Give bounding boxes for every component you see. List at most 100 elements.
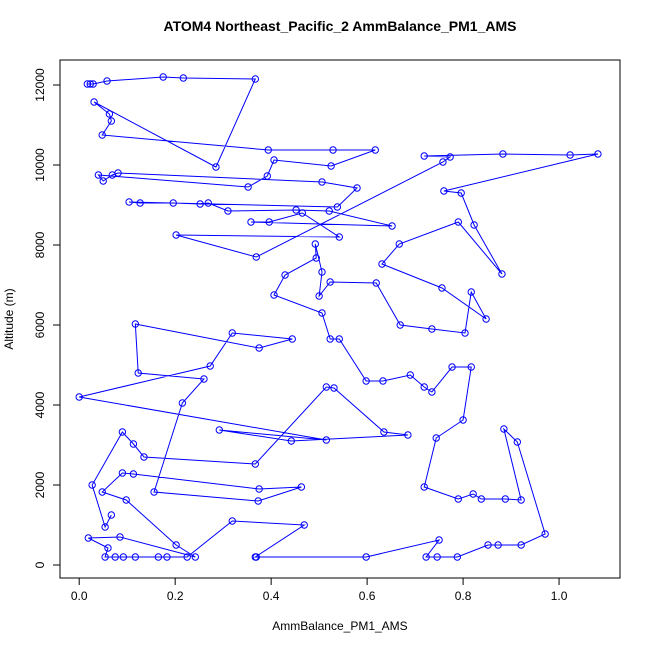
data-point [477, 495, 486, 503]
data-point [499, 150, 507, 158]
data-point [228, 329, 236, 337]
data-point [83, 80, 92, 88]
data-point [433, 553, 441, 561]
data-point [362, 377, 370, 385]
data-point [122, 496, 130, 504]
y-tick-label: 6000 [33, 311, 47, 338]
data-point [288, 335, 296, 343]
data-point [467, 288, 475, 296]
data-point [517, 541, 525, 549]
data-point [264, 146, 272, 154]
data-point [594, 150, 602, 158]
data-point [362, 553, 370, 561]
data-point [326, 335, 334, 343]
data-point [494, 541, 502, 549]
data-point [287, 437, 295, 445]
data-point [251, 75, 260, 83]
data-point [251, 460, 260, 468]
data-point [251, 553, 260, 561]
data-point [204, 199, 212, 207]
data-point [255, 485, 263, 493]
data-point [457, 189, 465, 197]
data-point [101, 553, 109, 561]
data-point [470, 221, 478, 229]
data-point [292, 206, 300, 214]
data-point [297, 483, 306, 491]
chart-title: ATOM4 Northeast_Pacific_2 AmmBalance_PM1… [164, 18, 517, 34]
data-point [541, 530, 549, 538]
data-point [103, 77, 111, 85]
data-point [454, 218, 462, 226]
x-tick-label: 0.0 [71, 589, 88, 603]
data-point [448, 363, 456, 371]
data-point [75, 393, 83, 401]
data-point [300, 521, 308, 529]
data-point [125, 198, 133, 206]
data-point [566, 151, 574, 159]
data-point [118, 428, 127, 436]
data-point [322, 436, 331, 444]
data-point [482, 315, 490, 323]
data-point [98, 131, 106, 139]
data-point [163, 553, 171, 561]
data-point [212, 163, 220, 171]
data-point [335, 335, 343, 343]
data-point [439, 158, 447, 166]
plot-box [59, 59, 621, 579]
data-point [86, 80, 94, 88]
data-point [281, 271, 289, 279]
data-point [129, 440, 138, 448]
data-point [244, 183, 252, 191]
data-point [116, 533, 124, 541]
data-point [118, 469, 127, 477]
x-tick-label: 1.0 [551, 589, 568, 603]
data-point [172, 541, 180, 549]
data-point [89, 80, 97, 88]
data-point [270, 291, 278, 299]
data-point [136, 199, 144, 207]
data-point [438, 284, 446, 292]
data-point [353, 184, 361, 192]
data-point [252, 253, 260, 261]
data-point [435, 536, 443, 544]
data-point [420, 152, 428, 160]
data-point [315, 292, 323, 300]
data-point [333, 203, 342, 211]
data-point [105, 110, 114, 118]
data-point [330, 384, 338, 392]
y-tick-label: 8000 [33, 231, 47, 258]
data-point [84, 534, 93, 542]
data-point [318, 178, 326, 186]
data-point [200, 375, 208, 383]
data-point [420, 383, 428, 391]
data-point [107, 511, 116, 519]
y-axis-label: Altitude (m) [2, 288, 16, 349]
data-point [513, 438, 522, 446]
data-point [119, 553, 128, 561]
data-point [270, 156, 278, 164]
data-point [428, 388, 436, 396]
data-point [379, 377, 387, 385]
data-point [335, 233, 343, 241]
y-tick-label: 2000 [33, 471, 47, 498]
data-point [440, 187, 448, 195]
data-point [265, 218, 273, 226]
data-point [88, 481, 96, 489]
data-point [111, 553, 119, 561]
data-point [104, 544, 112, 552]
data-point [134, 369, 142, 377]
data-point [131, 320, 140, 328]
data-point [178, 399, 187, 407]
data-point [428, 325, 436, 333]
data-point [191, 553, 200, 561]
data-point [422, 553, 430, 561]
data-point [247, 218, 255, 226]
data-point [501, 495, 510, 503]
data-point [432, 434, 440, 442]
data-point [131, 553, 140, 561]
data-point [459, 416, 467, 424]
data-point [99, 177, 107, 185]
data-point [215, 426, 224, 434]
data-point [454, 495, 462, 503]
